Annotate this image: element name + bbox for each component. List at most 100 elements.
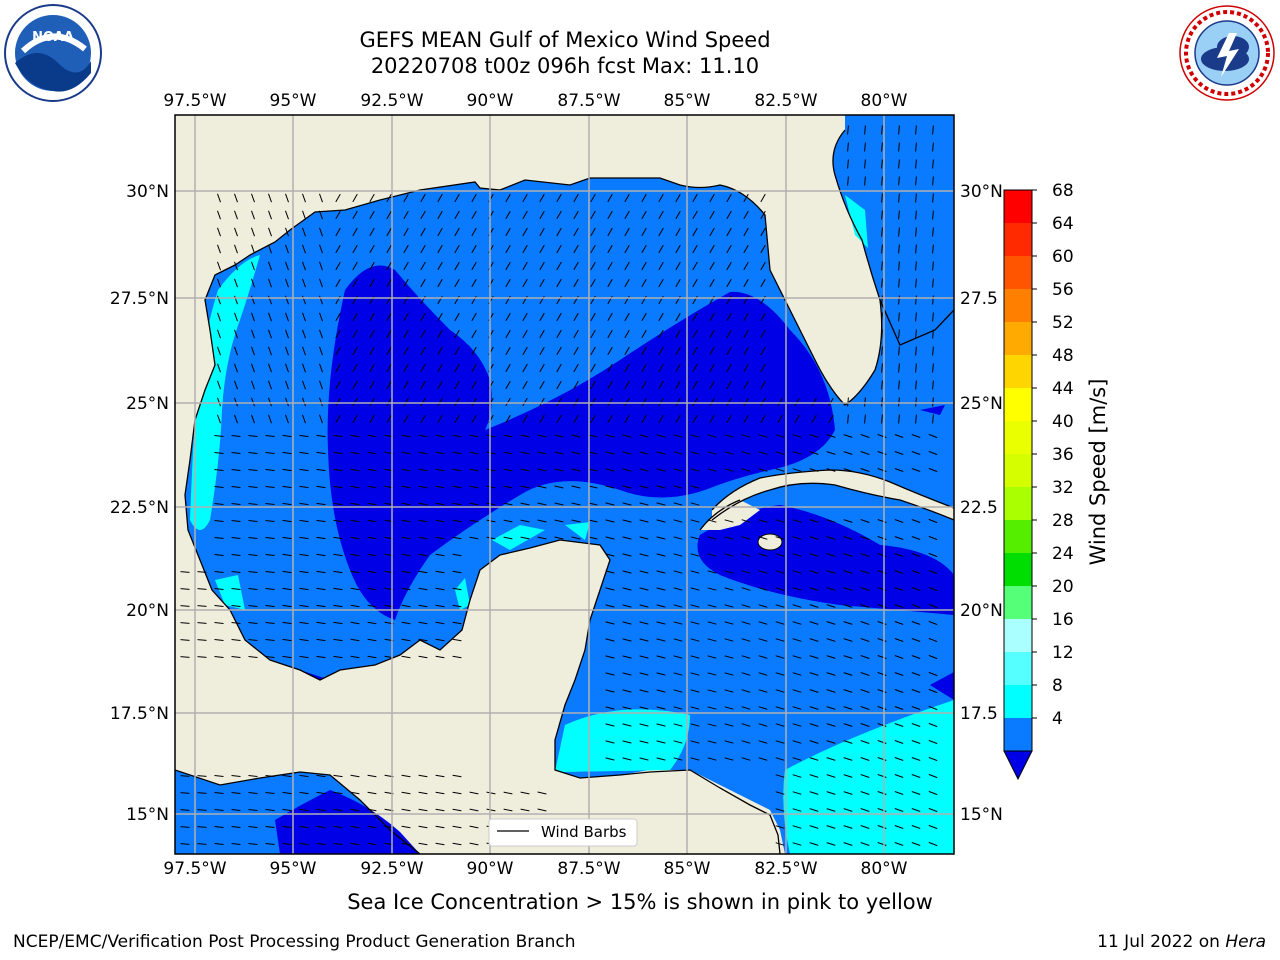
wind-barb <box>335 244 341 254</box>
wind-barb <box>452 434 462 438</box>
wind-barb <box>743 380 749 390</box>
wind-barb <box>522 346 528 356</box>
wind-barb <box>932 380 934 390</box>
wind-barb <box>268 414 272 424</box>
wind-barb <box>403 380 409 390</box>
wind-barb <box>333 434 343 438</box>
wind-barb <box>452 536 462 540</box>
wind-barb <box>435 570 445 574</box>
wind-barb <box>741 536 751 540</box>
wind-barb <box>898 312 900 322</box>
wind-barb <box>251 278 255 288</box>
wind-barb <box>622 451 632 455</box>
wind-barb <box>316 774 326 778</box>
wind-barb <box>231 622 241 624</box>
wind-barb <box>316 638 326 642</box>
wind-barb <box>520 502 530 506</box>
wind-barb <box>607 227 613 237</box>
wind-barb <box>522 380 528 390</box>
colorbar-segment <box>1004 322 1032 356</box>
wind-barb <box>826 570 836 574</box>
wind-barb <box>864 414 866 424</box>
wind-barb <box>452 638 462 642</box>
wind-barb <box>556 380 562 390</box>
wind-barb <box>911 570 921 574</box>
wind-barb <box>522 261 528 271</box>
wind-barb <box>452 502 462 506</box>
wind-barb <box>692 312 698 322</box>
wind-barb <box>420 261 426 271</box>
wind-barb <box>877 468 887 472</box>
wind-barb <box>522 193 528 203</box>
wind-barb <box>469 808 479 812</box>
wind-barb <box>707 638 717 642</box>
wind-barb <box>690 672 700 676</box>
wind-barb <box>386 346 392 356</box>
wind-barb <box>352 346 358 356</box>
wind-barb <box>894 570 904 574</box>
colorbar-segment <box>1004 619 1032 653</box>
wind-barb <box>435 519 445 523</box>
wind-barb <box>860 536 870 540</box>
wind-barb <box>437 193 443 203</box>
wind-barb <box>248 826 258 828</box>
wind-barb <box>386 363 392 373</box>
wind-barb <box>758 706 768 710</box>
wind-barb <box>180 843 190 845</box>
wind-barb <box>758 570 768 574</box>
wind-barb <box>214 639 224 641</box>
wind-barb <box>624 346 630 356</box>
wind-barb <box>539 210 545 220</box>
wind-barb <box>217 261 221 271</box>
wind-barb <box>302 244 306 254</box>
wind-barb <box>505 414 511 424</box>
wind-barb <box>350 604 360 608</box>
wind-barb <box>302 227 306 237</box>
wind-barb <box>656 570 666 574</box>
wind-barb <box>234 193 238 203</box>
wind-barb <box>588 519 598 523</box>
wind-barb <box>860 451 870 455</box>
wind-barb <box>369 363 375 373</box>
wind-barb <box>217 363 221 373</box>
wind-barb <box>588 502 598 506</box>
wind-barb <box>675 278 681 288</box>
wind-barb <box>352 363 358 373</box>
wind-barb <box>234 414 238 424</box>
map-frame <box>174 114 955 855</box>
wind-barb <box>251 414 255 424</box>
colorbar-tick-label: 68 <box>1052 181 1074 201</box>
wind-barb <box>843 604 853 608</box>
wind-barb <box>231 639 241 641</box>
wind-barb <box>928 569 938 575</box>
wind-barb <box>265 435 275 437</box>
wind-barb <box>268 312 272 322</box>
wind-barb <box>556 414 562 424</box>
colorbar-segment <box>1004 388 1032 422</box>
wind-barb <box>758 740 768 744</box>
colorbar-segment <box>1004 652 1032 686</box>
wind-barb <box>268 329 272 339</box>
wind-barb <box>639 706 649 710</box>
wind-barb <box>231 588 241 590</box>
wind-barb <box>809 757 819 761</box>
wind-barb <box>811 397 817 407</box>
wind-barb <box>622 757 632 761</box>
wind-barb <box>743 312 749 322</box>
wind-barb <box>539 193 545 203</box>
wind-barb <box>894 451 904 455</box>
wind-barb <box>622 604 632 608</box>
wind-barb <box>299 536 309 540</box>
wind-barb <box>299 570 309 574</box>
wind-barb <box>503 502 513 506</box>
wind-barb <box>268 227 272 237</box>
wind-barb <box>350 808 360 812</box>
wind-barb <box>335 278 341 288</box>
wind-barb <box>539 312 545 322</box>
wind-barb <box>758 723 768 727</box>
wind-barb <box>265 588 275 590</box>
wind-barb <box>792 672 802 676</box>
wind-barb <box>656 672 666 676</box>
wind-barb <box>932 227 934 237</box>
wind-barb <box>911 621 921 625</box>
